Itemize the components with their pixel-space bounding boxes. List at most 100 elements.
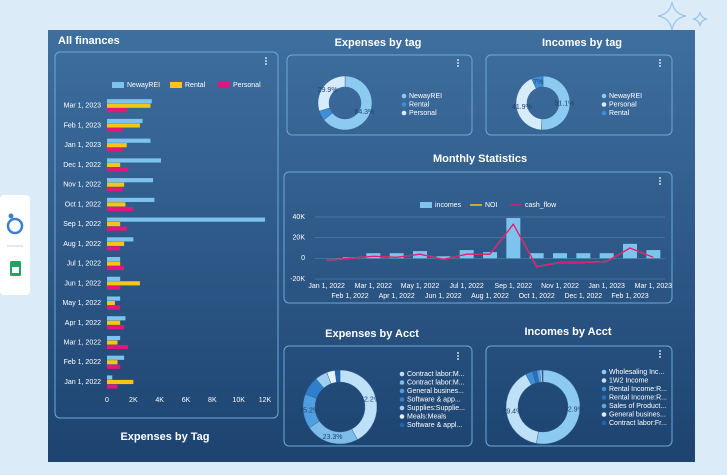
y-tick-label: 20K [293, 235, 306, 242]
legend-swatch [399, 422, 405, 428]
x-tick-label: 12K [259, 397, 272, 404]
legend-swatch [601, 403, 607, 409]
card [485, 54, 673, 136]
legend-label: Personal [409, 110, 437, 117]
bar [107, 257, 121, 262]
data-label: 41.9% [512, 104, 532, 111]
bar [623, 243, 637, 259]
legend-swatch [601, 93, 607, 99]
sidebar [0, 195, 30, 295]
y-tick-label: Jan 1, 2023 [64, 142, 101, 149]
bar [107, 143, 127, 148]
menu-icon[interactable] [659, 180, 661, 182]
legend-label: Supplies:Supplie... [407, 405, 465, 412]
legend-swatch [601, 386, 607, 392]
x-tick-label: Feb 1, 2022 [331, 293, 368, 300]
chart-title: Expenses by tag [335, 37, 422, 49]
menu-icon[interactable] [659, 65, 661, 67]
legend-label: Personal [233, 82, 261, 89]
legend-swatch [399, 414, 405, 419]
bar [107, 123, 140, 128]
menu-icon[interactable] [659, 62, 661, 64]
legend-swatch [420, 202, 432, 208]
x-tick-label: Oct 1, 2022 [519, 293, 555, 300]
menu-icon[interactable] [659, 59, 661, 61]
bar [107, 108, 127, 113]
bar [107, 305, 121, 310]
x-tick-label: 2K [129, 397, 138, 404]
legend-swatch [601, 420, 607, 426]
menu-icon[interactable] [659, 350, 661, 352]
y-tick-label: Sep 1, 2022 [63, 221, 101, 228]
x-tick-label: May 1, 2022 [401, 283, 440, 290]
y-tick-label: -20K [290, 276, 305, 283]
legend-label: cash_flow [525, 202, 557, 209]
menu-icon[interactable] [265, 57, 267, 59]
x-tick-label: Aug 1, 2022 [471, 293, 509, 300]
x-tick-label: Jan 1, 2022 [308, 283, 345, 290]
bar [107, 340, 118, 345]
bar [646, 250, 661, 259]
menu-icon[interactable] [457, 62, 459, 64]
legend-label: Rental [609, 110, 630, 117]
bar [107, 178, 154, 183]
menu-icon[interactable] [457, 59, 459, 61]
bar [107, 300, 115, 306]
legend-label: Sales of Product... [609, 403, 666, 410]
sidebar-box [0, 195, 30, 295]
legend-swatch [401, 110, 407, 116]
legend-swatch [399, 371, 405, 377]
menu-icon[interactable] [265, 60, 267, 62]
chart-title: All finances [58, 35, 120, 47]
legend-swatch [601, 110, 607, 116]
menu-icon[interactable] [457, 65, 459, 67]
bar [436, 256, 451, 259]
bar [107, 167, 129, 172]
menu-icon[interactable] [659, 353, 661, 355]
data-label: 29.9% [318, 87, 338, 94]
y-tick-label: Aug 1, 2022 [63, 241, 101, 248]
bar [107, 138, 151, 143]
data-label: 52.9% [564, 407, 584, 414]
footer-label: Expenses by Tag [120, 431, 209, 443]
bar [483, 252, 497, 259]
sheets-icon-grid [12, 267, 19, 273]
slice [531, 75, 544, 89]
legend-swatch [112, 82, 124, 88]
chart-title: Incomes by Acct [524, 326, 611, 338]
menu-icon[interactable] [659, 356, 661, 358]
legend-label: incomes [435, 202, 462, 209]
menu-icon[interactable] [457, 355, 459, 357]
legend-label: NewayREI [609, 93, 642, 100]
legend-label: Contract labor:M... [407, 371, 465, 378]
x-tick-label: Jun 1, 2022 [425, 293, 462, 300]
legend-swatch [399, 380, 405, 385]
x-tick-label: Jan 1, 2023 [588, 283, 625, 290]
slice [334, 369, 341, 383]
menu-icon[interactable] [457, 358, 459, 360]
bar [107, 360, 118, 365]
bar [107, 261, 121, 266]
app-icon[interactable] [6, 217, 24, 235]
y-tick-label: Feb 1, 2023 [64, 122, 101, 129]
slice [323, 75, 373, 131]
card [485, 345, 673, 447]
y-tick-label: Oct 1, 2022 [65, 201, 101, 208]
bar [576, 253, 591, 259]
y-tick-label: 40K [293, 214, 306, 221]
menu-icon[interactable] [265, 63, 267, 65]
legend-label: Meals:Meals [407, 413, 447, 420]
bar [107, 197, 155, 202]
menu-icon[interactable] [659, 177, 661, 179]
slice [536, 369, 581, 445]
bar [107, 222, 121, 227]
slice [541, 369, 544, 383]
menu-icon[interactable] [457, 352, 459, 354]
data-label: 23.3% [323, 434, 343, 441]
bar [107, 158, 161, 163]
menu-icon[interactable] [659, 183, 661, 185]
legend-label: Personal [609, 101, 637, 108]
legend-swatch [401, 102, 407, 107]
data-label: 15.2% [299, 408, 319, 415]
